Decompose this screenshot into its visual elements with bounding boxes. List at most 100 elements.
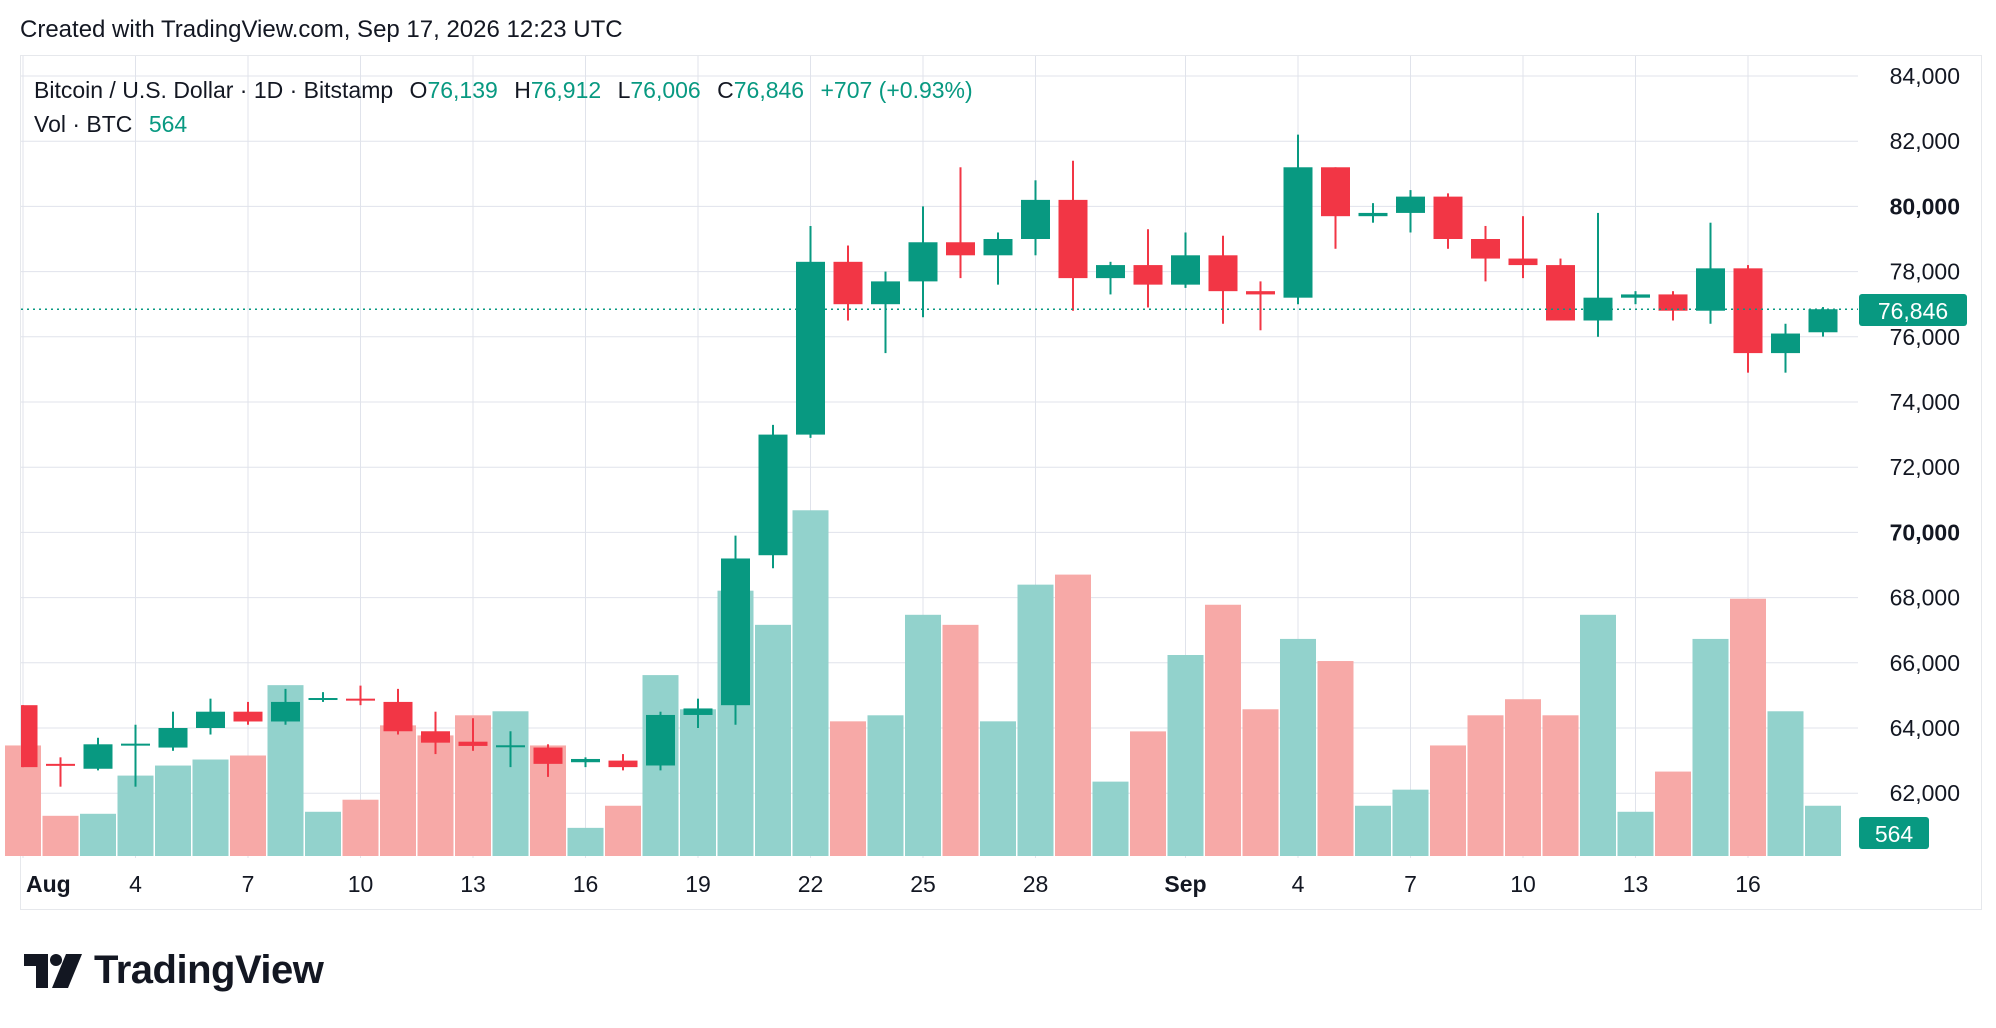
candle[interactable] [1208,235,1238,324]
volume-bar [1580,614,1616,856]
volume-bar [117,775,154,856]
candle[interactable] [46,757,75,787]
time-axis[interactable]: Aug 4 7 10 13 16 19 22 25 28 Sep 4 7 10 13 16 [26,871,1761,897]
volume-bar [792,510,829,856]
candle-body [1396,196,1425,213]
candle-body [758,434,788,556]
candle[interactable] [1508,216,1538,279]
candle[interactable] [871,271,900,354]
volume-bar [1467,715,1504,856]
candle-body [983,239,1013,256]
volume-bar [342,799,379,856]
candle[interactable] [646,711,675,771]
candle[interactable] [1771,323,1800,373]
time-tick-label: 13 [460,871,486,897]
candle-body [1771,333,1800,354]
candle[interactable] [608,754,638,771]
volume-bars [5,510,1841,856]
symbol-label[interactable]: Bitcoin / U.S. Dollar · 1D · Bitstamp [34,77,394,103]
volume-bar [1805,805,1841,856]
volume-bar [1017,584,1054,856]
volume-bar [1655,771,1691,856]
volume-bar [605,805,641,856]
candle-body [1246,291,1275,295]
candle[interactable] [1696,222,1725,324]
candle[interactable] [683,698,713,728]
candle[interactable] [1808,307,1838,337]
candle[interactable] [308,692,338,702]
price-tick-label: 80,000 [1890,193,1960,219]
candle-body [1208,255,1238,292]
candle-body [908,242,938,282]
candle[interactable] [1133,229,1163,308]
volume-bar [1767,711,1804,856]
candle-body [1171,255,1200,285]
candle-body [458,741,488,746]
candle[interactable] [908,206,938,318]
candle[interactable] [1658,291,1688,321]
candle[interactable] [1246,281,1275,331]
candle[interactable] [1021,180,1050,256]
candle[interactable] [196,698,225,735]
volume-bar [980,721,1016,856]
candle-body [1358,212,1388,217]
candle[interactable] [271,688,300,725]
candle[interactable] [1471,225,1500,282]
candle[interactable] [83,737,113,771]
candle[interactable] [1583,212,1613,337]
candle[interactable] [1546,258,1575,321]
volume-bar [1355,805,1391,856]
candle[interactable] [758,424,788,569]
candle-body [1321,167,1350,217]
time-tick-label: 10 [1510,871,1536,897]
candle[interactable] [496,731,525,768]
candle[interactable] [21,705,38,768]
candle-body [1583,297,1613,321]
tradingview-brand: TradingView [94,948,324,992]
candle[interactable] [1283,134,1313,305]
price-tick-label: 82,000 [1890,128,1960,154]
candle[interactable] [1321,167,1350,249]
price-tag-bg [1859,294,1967,326]
candle[interactable] [1358,203,1388,223]
volume-bar [1430,745,1466,856]
candle[interactable] [983,232,1013,285]
candle-body [571,758,600,763]
candle[interactable] [458,718,488,751]
candle[interactable] [946,167,975,279]
tradingview-logo[interactable]: TradingView [24,948,324,993]
candle-body [421,731,450,743]
candle[interactable] [833,245,863,321]
volume-label[interactable]: Vol · BTC [34,111,133,137]
price-tick-label: 72,000 [1890,454,1960,480]
time-tick-label: 16 [573,871,599,897]
candle[interactable] [533,744,563,777]
price-tick-label: 76,000 [1890,324,1960,350]
candle[interactable] [1733,265,1763,373]
candle[interactable] [1171,232,1200,288]
candle[interactable] [571,757,600,768]
candle-body [1508,258,1538,266]
candle[interactable] [421,711,450,755]
candle[interactable] [346,685,375,706]
candle[interactable] [796,225,825,438]
candle-body [308,698,338,701]
candle[interactable] [721,535,750,725]
candle[interactable] [383,688,413,735]
candle-body [346,698,375,701]
candle[interactable] [121,724,150,787]
chart-frame[interactable] [20,55,1982,910]
candle-body [646,714,675,766]
candle[interactable] [1058,160,1088,311]
candle[interactable] [1096,261,1125,295]
price-axis[interactable]: 84,000 82,000 80,000 78,000 76,000 74,000 72,0… [1890,63,1960,806]
volume-bar [1692,638,1729,856]
candle[interactable] [158,711,188,751]
candle[interactable] [1433,193,1463,249]
volume-bar [1542,715,1579,856]
candle[interactable] [233,701,263,725]
candle[interactable] [1621,291,1650,305]
candle[interactable] [1396,190,1425,233]
volume-bar [1055,574,1091,856]
